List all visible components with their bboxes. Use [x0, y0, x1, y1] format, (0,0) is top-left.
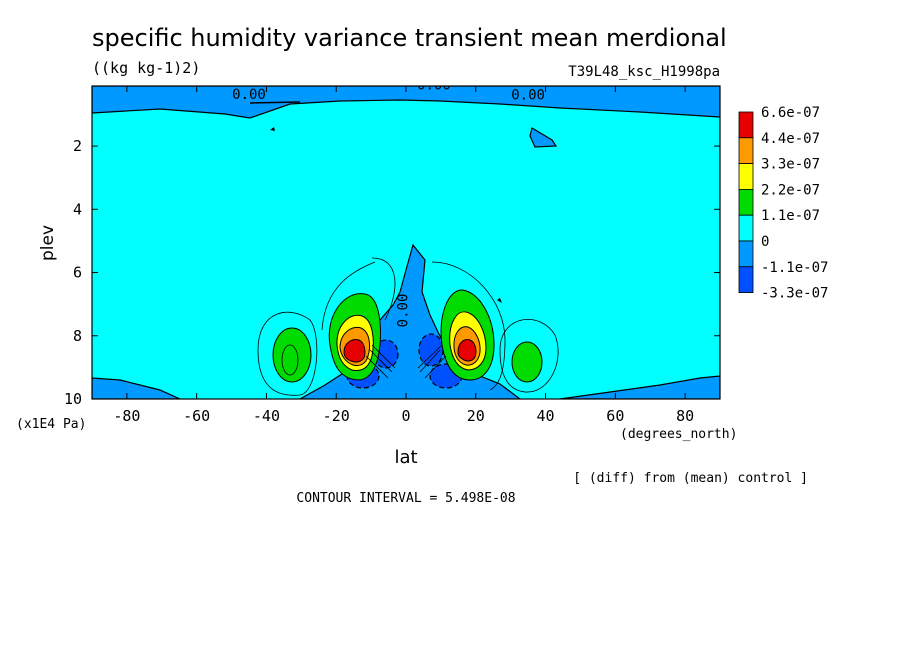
legend-label: -1.1e-07	[761, 260, 828, 276]
run-label: T39L48_ksc_H1998pa	[568, 64, 720, 80]
x-tick-label: 40	[537, 407, 555, 425]
legend-label: 2.2e-07	[761, 182, 820, 198]
contour-line	[371, 257, 396, 321]
positive-lobe-left	[343, 339, 366, 363]
central-negative-region	[298, 243, 521, 399]
dense-contours	[365, 344, 447, 379]
legend-label: 6.6e-07	[761, 105, 820, 121]
plot-area: 0.00 0.00 0.00 0.00	[92, 77, 720, 399]
y-axis-label: plev	[38, 225, 58, 261]
x-tick-label: -20	[323, 407, 350, 425]
y-tick-label: 8	[73, 327, 82, 345]
lower-negative-band	[559, 375, 720, 399]
x-tick-label: -60	[183, 407, 210, 425]
legend-swatch	[738, 137, 754, 165]
legend-label: 0	[761, 234, 769, 250]
contour-line	[499, 319, 559, 393]
contour-labels: 0.00 0.00 0.00 0.00	[232, 77, 545, 328]
y-tick-label: 6	[73, 264, 82, 282]
legend-label: -3.3e-07	[761, 286, 828, 302]
legend-swatch	[738, 266, 754, 293]
positive-lobe-right	[457, 339, 477, 362]
legend-label: 4.4e-07	[761, 131, 820, 147]
y-tick-label: 10	[64, 390, 82, 408]
positive-lobe-left-outer	[272, 327, 312, 383]
x-tick-label: -40	[253, 407, 280, 425]
contour-line	[321, 261, 376, 331]
x-tick-label: -80	[113, 407, 140, 425]
contour-line	[257, 311, 318, 396]
diff-note: [ (diff) from (mean) control ]	[573, 471, 808, 486]
upper-negative-patch	[529, 127, 558, 148]
y-axis-units: (x1E4 Pa)	[16, 417, 86, 432]
contour-label: 0.00	[511, 88, 545, 104]
x-axis-label: lat	[394, 447, 417, 468]
x-tick-label: 60	[606, 407, 624, 425]
y-tick-label: 2	[73, 137, 82, 155]
contour-interval-label: CONTOUR INTERVAL = 5.498E-08	[296, 491, 515, 506]
negative-core-right	[418, 333, 444, 367]
legend-swatch	[738, 240, 754, 268]
small-marker	[497, 298, 502, 303]
contour-label: 0.00	[417, 77, 451, 93]
legend-swatch	[738, 188, 754, 216]
chart-title: specific humidity variance transient mea…	[92, 24, 727, 52]
small-marker	[270, 127, 275, 131]
contour-label: 0.00	[232, 87, 266, 103]
x-axis-ticks: -80 -60 -40 -20 0 20 40 60 80	[113, 86, 694, 425]
lower-negative-band	[92, 377, 181, 399]
legend-swatch	[738, 111, 754, 139]
x-axis-units: (degrees_north)	[620, 427, 737, 442]
contour-line	[431, 261, 506, 391]
positive-lobe-left-outer-inner	[281, 344, 299, 376]
y-tick-label: 4	[73, 200, 82, 218]
positive-lobe-right-outer	[511, 341, 543, 383]
y-axis-ticks: 2 4 6 8 10	[64, 137, 720, 408]
legend-swatch	[738, 163, 754, 190]
x-tick-label: 0	[401, 407, 410, 425]
x-tick-label: 20	[467, 407, 485, 425]
upper-zero-line	[249, 101, 301, 104]
legend-swatch	[738, 214, 754, 242]
upper-negative-band	[92, 86, 720, 119]
contour-label: 0.00	[396, 294, 412, 328]
units-label: ((kg kg-1)2)	[92, 59, 200, 77]
legend-label: 1.1e-07	[761, 208, 820, 224]
legend-label: 3.3e-07	[761, 157, 820, 173]
x-tick-label: 80	[676, 407, 694, 425]
color-legend: 6.6e-07 4.4e-07 3.3e-07 2.2e-07 1.1e-07 0 -1.1…	[738, 105, 828, 302]
